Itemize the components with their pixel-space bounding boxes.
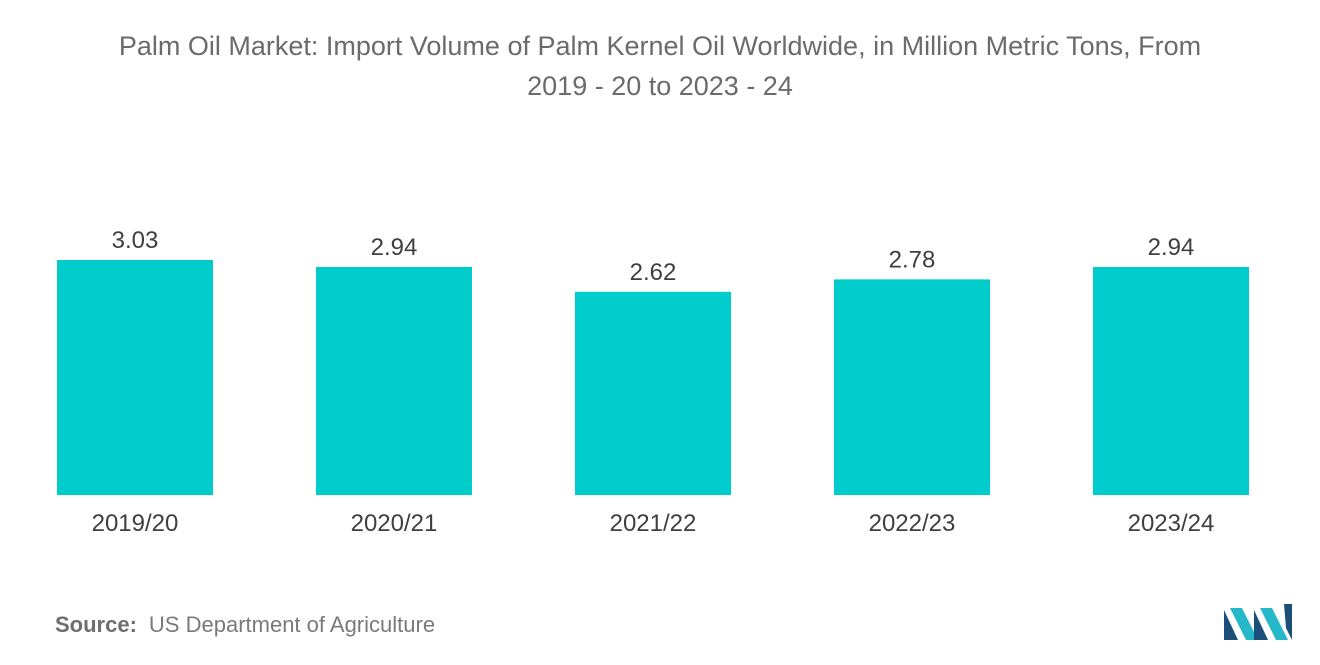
bar-2020/21 [316,266,472,495]
source-note: Source: US Department of Agriculture [55,612,435,638]
x-tick-label-2021/22: 2021/22 [610,510,697,537]
bar-2021/22 [575,291,731,495]
value-label-2019/20: 3.03 [112,227,159,254]
x-tick-label-2019/20: 2019/20 [92,510,179,537]
source-text: US Department of Agriculture [148,612,436,637]
value-label-2023/24: 2.94 [1148,234,1195,261]
bar-2023/24 [1093,266,1249,495]
mordor-intelligence-logo-icon [1224,604,1292,640]
x-tick-label-2022/23: 2022/23 [869,510,956,537]
value-label-2022/23: 2.78 [889,246,936,273]
x-tick-label-2020/21: 2020/21 [351,510,438,537]
chart-title-line-2: 2019 - 20 to 2023 - 24 [527,71,793,101]
chart-title: Palm Oil Market: Import Volume of Palm K… [0,26,1320,106]
source-label: Source: [55,612,137,637]
bar-chart: 3.03 2019/20 2.94 2020/21 2.62 2021/22 2.78 202… [57,227,1249,537]
bar-2019/20 [57,260,213,495]
value-label-2021/22: 2.62 [630,259,677,286]
chart-title-line-1: Palm Oil Market: Import Volume of Palm K… [118,31,1202,61]
bar-2022/23 [834,279,990,495]
value-label-2020/21: 2.94 [371,234,418,261]
x-tick-label-2023/24: 2023/24 [1128,510,1215,537]
